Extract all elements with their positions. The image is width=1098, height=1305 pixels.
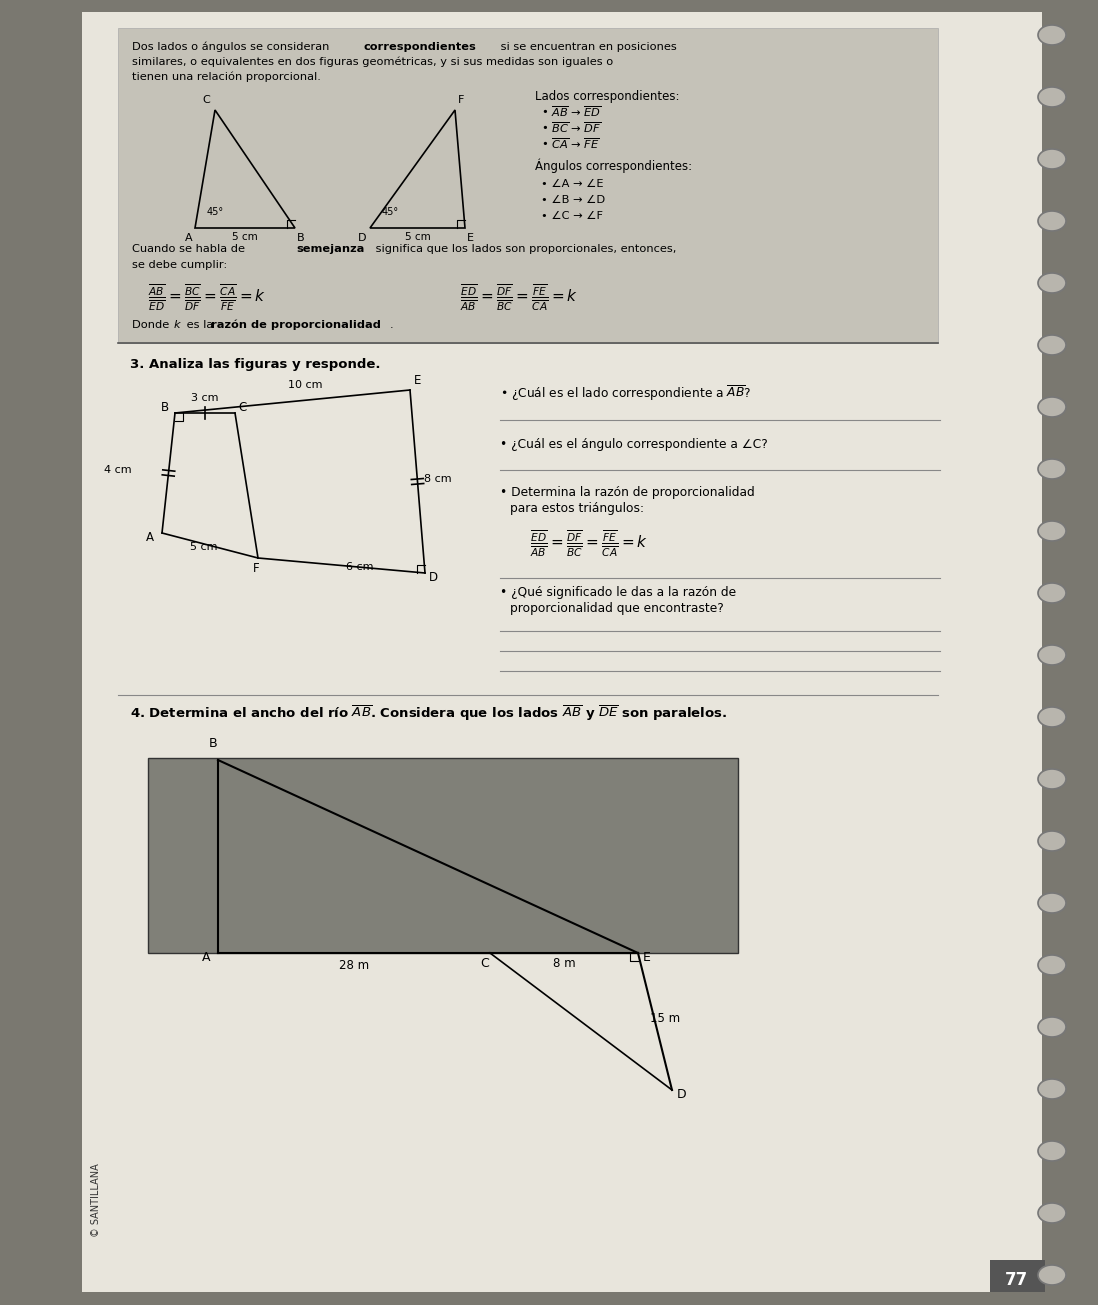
Text: 5 cm: 5 cm <box>190 543 217 552</box>
Ellipse shape <box>1038 397 1066 418</box>
Text: $\frac{\overline{ED}}{\overline{AB}} = \frac{\overline{DF}}{\overline{BC}} = \fr: $\frac{\overline{ED}}{\overline{AB}} = \… <box>460 282 579 313</box>
Text: Ángulos correspondientes:: Ángulos correspondientes: <box>535 158 692 174</box>
Text: 3 cm: 3 cm <box>191 393 219 403</box>
Text: 77: 77 <box>1006 1271 1029 1289</box>
Text: • ∠C → ∠F: • ∠C → ∠F <box>541 211 603 221</box>
Text: A: A <box>184 234 192 243</box>
Text: $\frac{\overline{ED}}{\overline{AB}} = \frac{\overline{DF}}{\overline{BC}} = \fr: $\frac{\overline{ED}}{\overline{AB}} = \… <box>530 529 648 559</box>
Text: 4 cm: 4 cm <box>104 465 132 475</box>
Text: similares, o equivalentes en dos figuras geométricas, y si sus medidas son igual: similares, o equivalentes en dos figuras… <box>132 56 614 67</box>
Text: A: A <box>146 531 154 544</box>
Text: • ∠B → ∠D: • ∠B → ∠D <box>541 194 605 205</box>
Text: • ¿Cuál es el lado correspondiente a $\overline{AB}$?: • ¿Cuál es el lado correspondiente a $\o… <box>500 384 751 403</box>
Text: 5 cm: 5 cm <box>232 232 258 241</box>
Text: F: F <box>253 562 259 576</box>
Ellipse shape <box>1038 521 1066 542</box>
Text: 15 m: 15 m <box>650 1011 680 1024</box>
FancyBboxPatch shape <box>990 1261 1045 1292</box>
Text: Cuando se habla de: Cuando se habla de <box>132 244 248 254</box>
Ellipse shape <box>1038 707 1066 727</box>
Text: 8 cm: 8 cm <box>424 474 451 483</box>
Text: E: E <box>643 951 651 964</box>
Text: Donde: Donde <box>132 320 172 330</box>
Ellipse shape <box>1038 583 1066 603</box>
Text: 4. Determina el ancho del río $\overline{AB}$. Considera que los lados $\overlin: 4. Determina el ancho del río $\overline… <box>130 703 727 723</box>
Text: • $\overline{BC}$ → $\overline{DF}$: • $\overline{BC}$ → $\overline{DF}$ <box>541 120 602 134</box>
Ellipse shape <box>1038 211 1066 231</box>
Text: C: C <box>238 401 246 414</box>
Text: • $\overline{CA}$ → $\overline{FE}$: • $\overline{CA}$ → $\overline{FE}$ <box>541 136 600 151</box>
Text: 45°: 45° <box>208 207 224 217</box>
Ellipse shape <box>1038 955 1066 975</box>
Ellipse shape <box>1038 1079 1066 1099</box>
Text: D: D <box>677 1088 686 1101</box>
Ellipse shape <box>1038 1203 1066 1223</box>
Ellipse shape <box>1038 1017 1066 1037</box>
Text: • $\overline{AB}$ → $\overline{ED}$: • $\overline{AB}$ → $\overline{ED}$ <box>541 104 602 119</box>
Ellipse shape <box>1038 893 1066 914</box>
Text: se debe cumplir:: se debe cumplir: <box>132 260 227 270</box>
Text: Lados correspondientes:: Lados correspondientes: <box>535 90 680 103</box>
Text: B: B <box>296 234 304 243</box>
FancyBboxPatch shape <box>148 758 738 953</box>
Text: semejanza: semejanza <box>296 244 365 254</box>
Ellipse shape <box>1038 1141 1066 1161</box>
Ellipse shape <box>1038 87 1066 107</box>
Text: B: B <box>209 737 217 750</box>
Text: 6 cm: 6 cm <box>346 562 373 573</box>
Text: • ¿Cuál es el ángulo correspondiente a ∠C?: • ¿Cuál es el ángulo correspondiente a ∠… <box>500 438 768 452</box>
Text: 5 cm: 5 cm <box>405 232 430 241</box>
Text: k: k <box>173 320 181 330</box>
Text: 3. Analiza las figuras y responde.: 3. Analiza las figuras y responde. <box>130 358 381 371</box>
Text: si se encuentran en posiciones: si se encuentran en posiciones <box>497 42 676 52</box>
Text: E: E <box>467 234 474 243</box>
Text: 10 cm: 10 cm <box>288 380 322 389</box>
Text: C: C <box>202 95 210 104</box>
Text: correspondientes: correspondientes <box>363 42 475 52</box>
Text: tienen una relación proporcional.: tienen una relación proporcional. <box>132 72 321 82</box>
Text: • ∠A → ∠E: • ∠A → ∠E <box>541 179 604 189</box>
Text: D: D <box>358 234 367 243</box>
Text: 28 m: 28 m <box>339 959 369 972</box>
Text: D: D <box>429 572 438 585</box>
Text: razón de proporcionalidad: razón de proporcionalidad <box>211 320 381 330</box>
Text: para estos triángulos:: para estos triángulos: <box>509 502 645 515</box>
Text: • ¿Qué significado le das a la razón de: • ¿Qué significado le das a la razón de <box>500 586 736 599</box>
FancyBboxPatch shape <box>82 12 1042 1292</box>
FancyBboxPatch shape <box>117 27 938 343</box>
Text: .: . <box>390 320 393 330</box>
Text: © SANTILLANA: © SANTILLANA <box>91 1163 101 1237</box>
Ellipse shape <box>1038 149 1066 170</box>
Text: proporcionalidad que encontraste?: proporcionalidad que encontraste? <box>509 602 724 615</box>
Ellipse shape <box>1038 645 1066 666</box>
Ellipse shape <box>1038 769 1066 790</box>
Text: A: A <box>202 951 211 964</box>
Text: 8 m: 8 m <box>552 957 575 970</box>
Text: F: F <box>458 95 464 104</box>
Text: 45°: 45° <box>382 207 400 217</box>
Text: Dos lados o ángulos se consideran: Dos lados o ángulos se consideran <box>132 42 333 52</box>
Text: C: C <box>481 957 490 970</box>
Text: significa que los lados son proporcionales, entonces,: significa que los lados son proporcional… <box>372 244 676 254</box>
Ellipse shape <box>1038 1265 1066 1285</box>
Text: • Determina la razón de proporcionalidad: • Determina la razón de proporcionalidad <box>500 485 754 499</box>
Ellipse shape <box>1038 25 1066 44</box>
Ellipse shape <box>1038 273 1066 294</box>
Ellipse shape <box>1038 459 1066 479</box>
Text: es la: es la <box>183 320 217 330</box>
Text: $\frac{\overline{AB}}{\overline{ED}} = \frac{\overline{BC}}{\overline{DF}} = \fr: $\frac{\overline{AB}}{\overline{ED}} = \… <box>148 282 267 313</box>
Text: E: E <box>414 375 422 388</box>
Ellipse shape <box>1038 831 1066 851</box>
Text: B: B <box>161 401 169 414</box>
Ellipse shape <box>1038 335 1066 355</box>
